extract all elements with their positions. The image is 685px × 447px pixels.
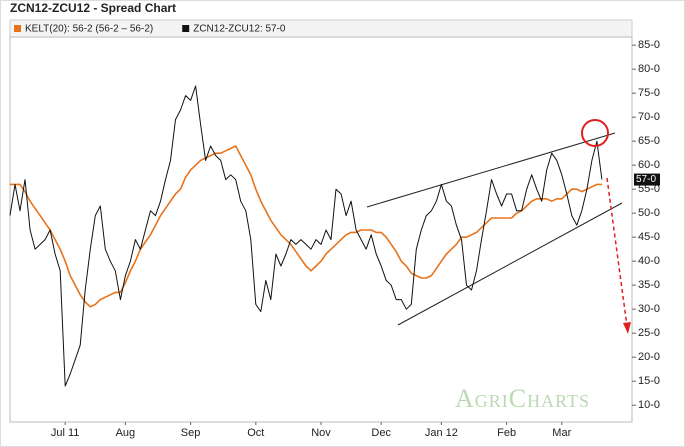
last-value-label: 57-0 bbox=[636, 174, 656, 185]
y-tick-label: 25-0 bbox=[638, 327, 660, 339]
watermark: AgriCharts bbox=[455, 384, 590, 413]
legend-label: KELT(20): 56-2 (56-2 – 56-2) bbox=[25, 24, 153, 35]
x-tick-label: Oct bbox=[247, 427, 264, 439]
chart-title: ZCN12-ZCU12 - Spread Chart bbox=[10, 1, 176, 15]
y-tick-label: 55-0 bbox=[638, 183, 660, 195]
x-tick-label: Mar bbox=[552, 427, 571, 439]
y-tick-label: 20-0 bbox=[638, 351, 660, 363]
y-tick-label: 10-0 bbox=[638, 399, 660, 411]
y-tick-label: 30-0 bbox=[638, 303, 660, 315]
y-tick-label: 50-0 bbox=[638, 207, 660, 219]
y-tick-label: 85-0 bbox=[638, 39, 660, 51]
x-tick-label: Feb bbox=[497, 427, 516, 439]
arrow-head bbox=[623, 322, 631, 334]
x-tick-label: Aug bbox=[116, 427, 136, 439]
x-tick-label: Sep bbox=[181, 427, 201, 439]
last-value-box bbox=[634, 173, 660, 186]
series-line bbox=[9, 85, 603, 387]
y-tick-label: 15-0 bbox=[638, 375, 660, 387]
legend-swatch bbox=[182, 25, 190, 32]
y-tick-label: 65-0 bbox=[638, 135, 660, 147]
down-arrow bbox=[606, 177, 628, 327]
x-tick-label: Jul 11 bbox=[51, 427, 80, 439]
y-tick-label: 60-0 bbox=[638, 159, 660, 171]
y-tick-label: 35-0 bbox=[638, 279, 660, 291]
legend-label: ZCN12-ZCU12: 57-0 bbox=[193, 24, 286, 35]
y-tick-label: 75-0 bbox=[638, 87, 660, 99]
plot-area bbox=[9, 36, 633, 423]
x-tick-label: Nov bbox=[311, 427, 331, 439]
upper-trendline bbox=[366, 132, 616, 208]
highlight-circle bbox=[581, 119, 609, 147]
y-tick-label: 70-0 bbox=[638, 111, 660, 123]
x-tick-label: Dec bbox=[371, 427, 391, 439]
series-line bbox=[10, 145, 602, 308]
legend-swatch bbox=[14, 25, 21, 32]
lower-trendline bbox=[397, 202, 623, 326]
y-tick-label: 80-0 bbox=[638, 63, 660, 75]
x-tick-label: Jan 12 bbox=[425, 427, 458, 439]
y-tick-label: 45-0 bbox=[638, 231, 660, 243]
y-tick-label: 40-0 bbox=[638, 255, 660, 267]
